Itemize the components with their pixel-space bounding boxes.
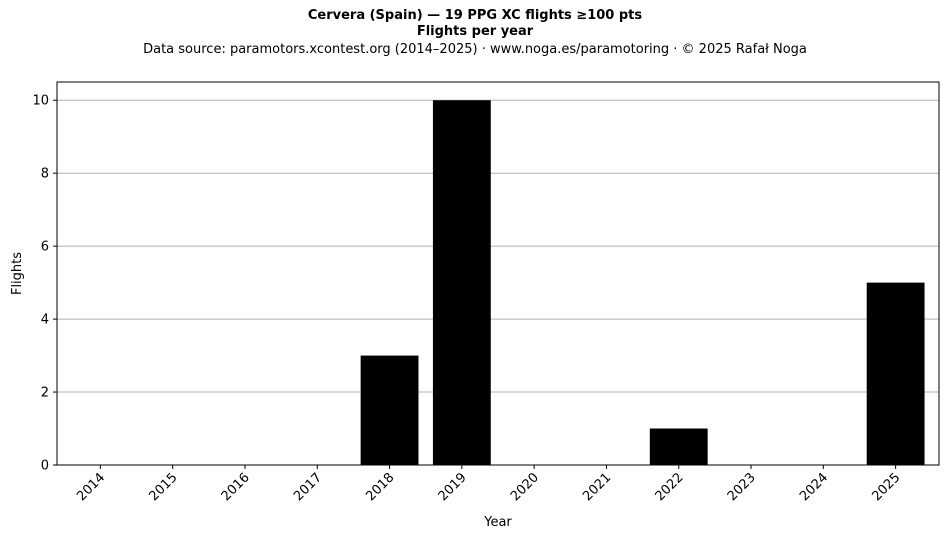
x-axis-label: Year xyxy=(483,515,512,530)
grid-lines xyxy=(57,99,939,393)
bars xyxy=(360,100,925,465)
x-tick-label: 2016 xyxy=(219,470,253,504)
chart-titles: Cervera (Spain) — 19 PPG XC flights ≥100… xyxy=(0,8,950,59)
chart-subtitle: Flights per year xyxy=(416,24,534,39)
x-tick-label: 2015 xyxy=(146,470,180,504)
y-tick-label: 6 xyxy=(41,240,49,255)
y-tick-label: 4 xyxy=(41,313,49,328)
x-tick-label: 2025 xyxy=(869,470,903,504)
bar-2025 xyxy=(866,282,925,465)
x-tick-label: 2014 xyxy=(74,470,108,504)
x-tick-label: 2024 xyxy=(797,470,831,504)
x-tick-label: 2021 xyxy=(580,470,614,504)
x-tick-label: 2020 xyxy=(508,470,542,504)
x-tick-label: 2017 xyxy=(291,470,325,504)
plot-frame xyxy=(56,81,940,466)
chart-title: Cervera (Spain) — 19 PPG XC flights ≥100… xyxy=(307,8,643,23)
bar-2018 xyxy=(360,355,419,465)
x-tick-label: 2018 xyxy=(363,470,397,504)
bar-2019 xyxy=(432,100,491,465)
y-tick-label: 0 xyxy=(41,459,49,474)
x-tick-label: 2022 xyxy=(653,470,687,504)
x-tick-label: 2023 xyxy=(725,470,759,504)
y-axis-label: Flights xyxy=(10,252,25,295)
y-tick-label: 2 xyxy=(41,386,49,401)
y-tick-label: 8 xyxy=(41,167,49,182)
y-tick-label: 10 xyxy=(32,94,49,109)
x-tick-label: 2019 xyxy=(436,470,470,504)
bar-2022 xyxy=(649,428,708,465)
source-note: Data source: paramotors.xcontest.org (20… xyxy=(143,42,807,57)
